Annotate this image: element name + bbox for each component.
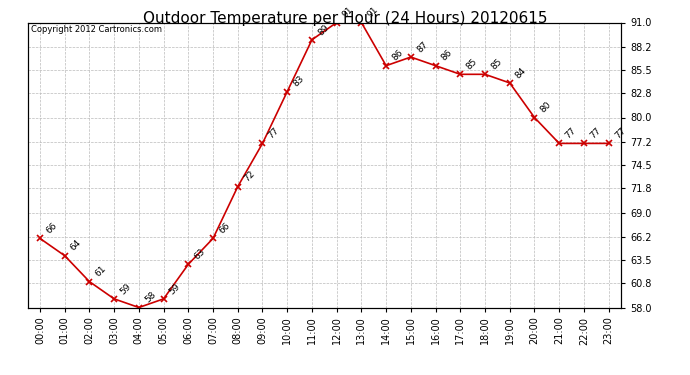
Text: 91: 91 [341,5,355,20]
Text: Outdoor Temperature per Hour (24 Hours) 20120615: Outdoor Temperature per Hour (24 Hours) … [143,11,547,26]
Text: 66: 66 [217,221,232,236]
Text: 77: 77 [266,126,281,141]
Text: 83: 83 [291,74,306,89]
Text: 63: 63 [193,247,207,261]
Text: 86: 86 [391,48,405,63]
Text: 61: 61 [94,264,108,279]
Text: 87: 87 [415,40,429,54]
Text: 85: 85 [489,57,504,72]
Text: 77: 77 [588,126,602,141]
Text: 80: 80 [539,100,553,115]
Text: 59: 59 [168,282,182,296]
Text: 72: 72 [242,170,257,184]
Text: 85: 85 [464,57,479,72]
Text: Copyright 2012 Cartronics.com: Copyright 2012 Cartronics.com [30,26,161,34]
Text: 89: 89 [316,22,331,37]
Text: 77: 77 [613,126,627,141]
Text: 58: 58 [143,290,157,305]
Text: 59: 59 [118,282,132,296]
Text: 64: 64 [69,238,83,253]
Text: 77: 77 [563,126,578,141]
Text: 86: 86 [440,48,454,63]
Text: 91: 91 [366,5,380,20]
Text: 84: 84 [514,66,529,80]
Text: 66: 66 [44,221,59,236]
